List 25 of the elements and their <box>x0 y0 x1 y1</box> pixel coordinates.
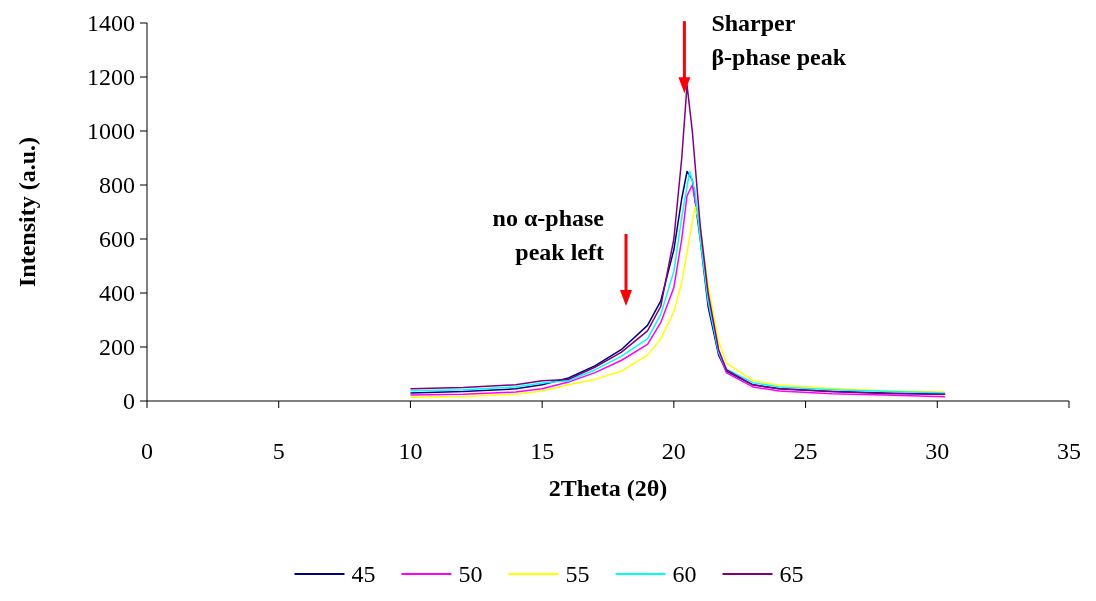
y-tick-label: 1200 <box>87 64 135 90</box>
x-tick-label: 20 <box>661 438 686 464</box>
x-axis-title: 2Theta (2θ) <box>548 475 668 501</box>
y-tick-label: 800 <box>99 172 135 198</box>
x-tick-label: 35 <box>1057 438 1081 464</box>
x-tick-label: 10 <box>398 438 423 464</box>
annotation: no α-phase peak left <box>492 205 605 265</box>
legend-label: 50 <box>458 561 483 587</box>
legend-label: 45 <box>351 561 376 587</box>
legend-label: 65 <box>779 561 804 587</box>
legend-label: 60 <box>672 561 697 587</box>
x-tick-label: 5 <box>272 438 285 464</box>
x-tick-label: 25 <box>793 438 818 464</box>
y-axis-title: Intensity (a.u.) <box>14 136 40 288</box>
y-tick-label: 0 <box>123 388 135 414</box>
x-tick-label: 0 <box>141 438 153 464</box>
annotation: Sharper β-phase peak <box>711 10 847 71</box>
y-tick-label: 200 <box>99 334 135 360</box>
y-tick-label: 1400 <box>87 10 135 36</box>
y-tick-label: 400 <box>99 280 135 306</box>
x-tick-label: 15 <box>530 438 555 464</box>
y-tick-label: 600 <box>99 226 135 252</box>
x-tick-label: 30 <box>925 438 950 464</box>
legend-label: 55 <box>565 561 590 587</box>
y-tick-label: 1000 <box>87 118 135 144</box>
